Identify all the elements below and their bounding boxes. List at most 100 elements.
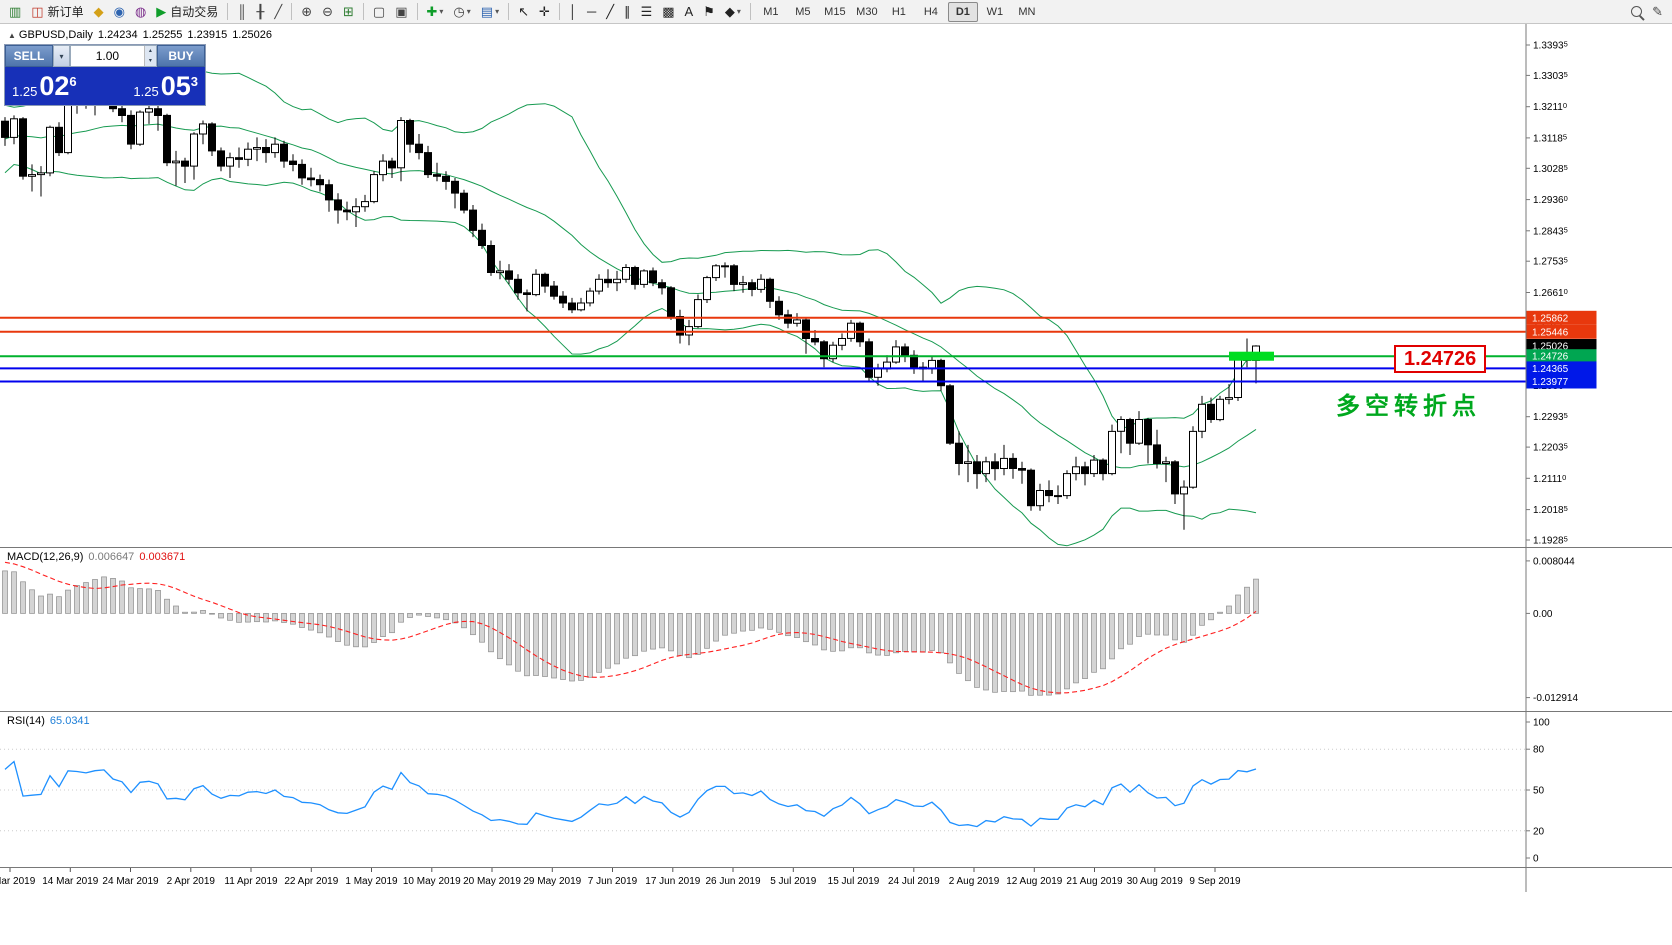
new-chart-button[interactable]: ▥	[5, 1, 25, 23]
sell-dropdown-button[interactable]: ▾	[53, 45, 70, 67]
low-value: 1.23915	[187, 29, 228, 41]
time-axis-label: 9 Sep 2019	[1189, 876, 1241, 887]
candlestick-chart-icon: ╂	[256, 4, 265, 19]
timeframe-w1-button[interactable]: W1	[986, 5, 1004, 18]
trendline-button[interactable]: ╱	[602, 1, 618, 23]
channel-button[interactable]: ∥	[620, 1, 635, 23]
bollinger-middle-band	[4, 123, 1257, 469]
rsi-value: 65.0341	[49, 715, 90, 727]
toolbar: ▥ ◫ 新订单 ◆ ◉ ◍ ▶ 自动交易 ║ ╂ ╱ ⊕ ⊖ ⊞ ▢ ▣ ✚ ▾ ◷ ▾ ▤ ▾ ↖ ✛ │ ─ ╱ ∥ ☰ ▩ A ⚑ ◆ ▾ M…	[0, 0, 1672, 24]
toolbar-separator	[749, 3, 751, 20]
channel-icon: ∥	[624, 4, 631, 19]
sell-button[interactable]: SELL	[5, 45, 53, 67]
templates-button[interactable]: ▤ ▾	[477, 1, 503, 23]
new-order-button-label: 新订单	[47, 5, 84, 19]
lot-input[interactable]	[71, 46, 144, 66]
sell-price-display[interactable]: 1.25 02 6	[12, 72, 77, 100]
price-axis-label: 1.33935	[1533, 40, 1568, 52]
buy-button[interactable]: BUY	[157, 45, 205, 67]
market-watch-button[interactable]: ◉	[110, 1, 129, 23]
bar-chart-button[interactable]: ║	[233, 1, 250, 23]
rsi-name: RSI(14)	[7, 715, 45, 727]
price-axis-label: 1.33035	[1533, 70, 1568, 82]
tile-windows-button[interactable]: ⊞	[339, 1, 358, 23]
time-axis-label: 4 Mar 2019	[0, 876, 36, 887]
line-chart-button[interactable]: ╱	[270, 1, 286, 23]
compose-button[interactable]: ✎	[1648, 1, 1667, 23]
macd-signal-line	[4, 561, 1257, 694]
periods-button-caret-icon: ▾	[466, 7, 471, 16]
shapes-button[interactable]: ▩	[658, 1, 678, 23]
arrange-windows-button[interactable]: ▣	[391, 1, 411, 23]
rsi-panel[interactable]: 100 80 50 20 0	[0, 712, 1672, 868]
zoom-out-button[interactable]: ⊖	[318, 1, 337, 23]
svg-text:1.23977: 1.23977	[1532, 377, 1569, 388]
timeframe-m30-button[interactable]: M30	[856, 5, 878, 18]
price-axis-label: 1.29360	[1533, 194, 1568, 206]
search-button[interactable]	[1627, 1, 1646, 23]
terminal-button[interactable]: ◍	[131, 1, 150, 23]
periods-button[interactable]: ◷ ▾	[449, 1, 474, 23]
timeframe-m1-button[interactable]: M1	[763, 5, 779, 18]
svg-text:1.24726: 1.24726	[1532, 352, 1569, 363]
cascade-windows-button[interactable]: ▢	[369, 1, 389, 23]
text-button[interactable]: A	[681, 1, 698, 23]
indicators-button-caret-icon: ▾	[439, 7, 444, 16]
zoom-in-button[interactable]: ⊕	[297, 1, 316, 23]
autotrading-button[interactable]: ▶ 自动交易	[152, 1, 222, 23]
price-chart[interactable]: 1.33935 1.33035 1.32110 1.31185 1.30285 1.293…	[0, 24, 1672, 548]
crosshair-button[interactable]: ✛	[535, 1, 554, 23]
macd-axis-label: -0.012914	[1533, 693, 1578, 704]
price-axis-label: 1.31185	[1533, 132, 1567, 144]
price-tag: 1.25862	[1526, 310, 1597, 325]
timeframe-h4-button[interactable]: H4	[923, 5, 938, 18]
bollinger-upper-band	[4, 68, 1257, 428]
new-order-button[interactable]: ◫ 新订单	[27, 1, 87, 23]
svg-text:1.25862: 1.25862	[1532, 313, 1569, 324]
toolbar-separator	[416, 3, 418, 20]
price-axis-label: 1.32110	[1533, 101, 1567, 113]
toolbar-separator	[227, 3, 229, 20]
search-icon	[1631, 6, 1643, 17]
time-axis-label: 7 Jun 2019	[588, 876, 638, 887]
timeframe-d1-button[interactable]: D1	[947, 1, 978, 22]
metaeditor-button[interactable]: ◆	[90, 1, 108, 23]
vertical-line-button[interactable]: │	[565, 1, 581, 23]
candlestick-chart-button[interactable]: ╂	[253, 1, 269, 23]
macd-name: MACD(12,26,9)	[7, 551, 84, 563]
indicators-button[interactable]: ✚ ▾	[423, 1, 448, 23]
lot-decrease-button[interactable]: ▾	[144, 56, 156, 66]
time-axis-label: 22 Apr 2019	[284, 876, 338, 887]
horizontal-line-button[interactable]: ─	[583, 1, 600, 23]
fibonacci-button[interactable]: ☰	[637, 1, 657, 23]
label-icon: ⚑	[703, 4, 715, 19]
timeframe-h1-button[interactable]: H1	[891, 5, 906, 18]
toolbar-separator	[362, 3, 364, 20]
templates-button-caret-icon: ▾	[495, 7, 500, 16]
fibonacci-icon: ☰	[640, 4, 653, 19]
periods-icon: ◷	[453, 4, 465, 19]
lot-increase-button[interactable]: ▴	[144, 46, 156, 56]
timeframe-m15-button[interactable]: M15	[824, 5, 846, 18]
support-zone-highlight[interactable]	[1229, 351, 1274, 361]
collapse-arrow-icon[interactable]: ▲	[8, 31, 16, 40]
terminal-icon: ◍	[134, 4, 147, 19]
timeframe-mn-button[interactable]: MN	[1018, 5, 1036, 18]
compose-icon: ✎	[1652, 4, 1663, 19]
time-axis-label: 24 Jul 2019	[888, 876, 940, 887]
buy-price-display[interactable]: 1.25 05 3	[133, 72, 198, 100]
new-order-icon: ◫	[31, 4, 44, 19]
trendline-icon: ╱	[606, 4, 615, 19]
label-button[interactable]: ⚑	[699, 1, 719, 23]
rsi-axis-label: 20	[1533, 826, 1545, 837]
lot-size-field: ▴ ▾	[70, 45, 157, 67]
time-axis-label: 17 Jun 2019	[645, 876, 700, 887]
sell-price-pip: 6	[69, 73, 77, 89]
cursor-button[interactable]: ↖	[514, 1, 533, 23]
time-axis-label: 20 May 2019	[463, 876, 521, 887]
macd-panel[interactable]: 0.008044 0.00 -0.012914	[0, 548, 1672, 712]
open-value: 1.24234	[97, 29, 138, 41]
arrows-button[interactable]: ◆ ▾	[721, 1, 745, 23]
timeframe-m5-button[interactable]: M5	[795, 5, 811, 18]
